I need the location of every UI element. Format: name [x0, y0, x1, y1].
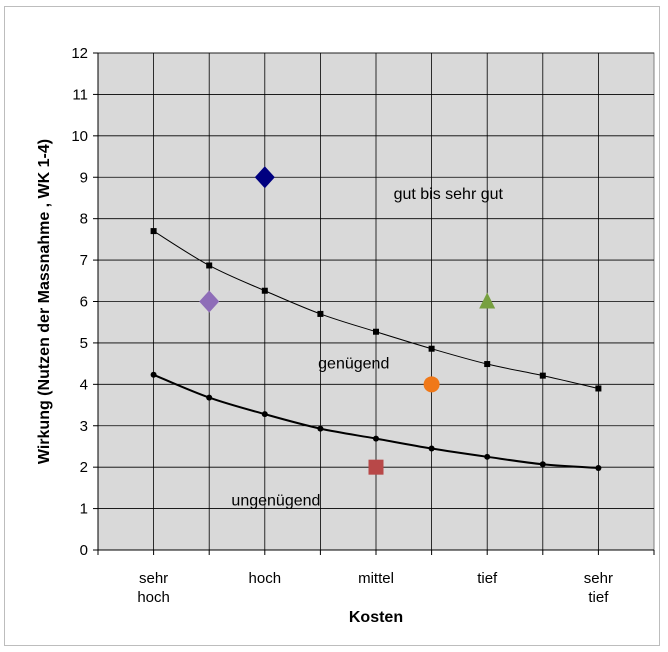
- x-tick-label: sehr tief: [584, 570, 613, 606]
- y-tick-label: 3: [80, 418, 88, 435]
- y-tick-label: 12: [71, 45, 88, 62]
- y-tick-label: 6: [80, 294, 88, 311]
- y-tick-label: 10: [71, 128, 88, 145]
- diamond-point: [199, 290, 220, 313]
- x-axis-title: Kosten: [349, 609, 403, 626]
- y-tick-label: 9: [80, 169, 88, 186]
- x-tick-label: tief: [477, 570, 498, 587]
- series-point: [428, 345, 435, 352]
- series-point: [317, 310, 324, 317]
- series-point: [595, 464, 602, 471]
- region-annotation: gut bis sehr gut: [394, 186, 504, 203]
- series-point: [206, 262, 213, 269]
- series-point: [373, 435, 379, 442]
- series-point: [261, 411, 268, 418]
- circle-point: [423, 376, 440, 393]
- y-tick-label: 1: [80, 501, 88, 518]
- series-point: [206, 394, 213, 401]
- y-tick-label: 11: [72, 86, 88, 103]
- diamond-point: [254, 166, 275, 189]
- series-point: [150, 228, 157, 235]
- y-tick-label: 2: [80, 459, 88, 476]
- triangle-point: [479, 292, 496, 309]
- region-annotation: genügend: [318, 356, 389, 373]
- y-tick-label: 7: [80, 252, 88, 269]
- series-point: [539, 461, 546, 468]
- y-axis-title: Wirkung (Nutzen der Massnahme , WK 1-4): [36, 139, 53, 464]
- x-tick-label: sehr hoch: [137, 570, 170, 606]
- square-point: [368, 459, 384, 475]
- series-point: [261, 287, 268, 294]
- series-point: [484, 361, 491, 368]
- series-point: [373, 328, 379, 335]
- y-tick-label: 8: [80, 211, 88, 228]
- series-point: [595, 385, 602, 392]
- y-tick-label: 4: [80, 376, 88, 393]
- y-tick-label: 5: [80, 335, 88, 352]
- region-annotation: ungenügend: [231, 492, 320, 509]
- x-tick-label: hoch: [249, 570, 282, 587]
- series-point: [539, 372, 546, 379]
- series-point: [317, 425, 324, 432]
- series-point: [484, 453, 491, 460]
- series-point: [150, 371, 157, 378]
- x-tick-label: mittel: [358, 570, 394, 587]
- y-tick-label: 0: [80, 542, 88, 559]
- series-point: [428, 445, 435, 452]
